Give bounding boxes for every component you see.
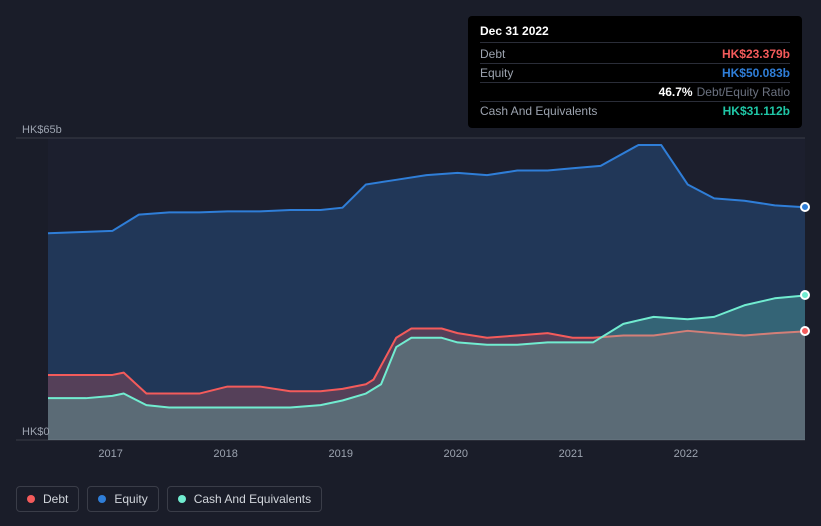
tooltip-row: Equity HK$50.083b [480, 64, 790, 83]
tooltip-date: Dec 31 2022 [480, 24, 790, 43]
legend-label: Debt [43, 492, 68, 506]
legend-dot-icon [27, 495, 35, 503]
legend-item-debt[interactable]: Debt [16, 486, 79, 512]
tooltip-row: 46.7%Debt/Equity Ratio [480, 83, 790, 102]
legend-item-equity[interactable]: Equity [87, 486, 158, 512]
series-end-dot [800, 290, 810, 300]
tooltip-row-value: 46.7%Debt/Equity Ratio [659, 85, 790, 99]
x-axis-label: 2021 [559, 448, 583, 460]
x-axis-label: 2022 [674, 448, 698, 460]
chart-legend: Debt Equity Cash And Equivalents [16, 486, 322, 512]
tooltip-row: Debt HK$23.379b [480, 45, 790, 64]
chart-tooltip: Dec 31 2022 Debt HK$23.379b Equity HK$50.08… [468, 16, 802, 128]
tooltip-row-label: Debt [480, 47, 505, 61]
financial-chart: Dec 31 2022 Debt HK$23.379b Equity HK$50.08… [0, 0, 821, 526]
tooltip-row-value: HK$50.083b [722, 66, 790, 80]
legend-label: Cash And Equivalents [194, 492, 311, 506]
series-end-dot [800, 202, 810, 212]
tooltip-row-value: HK$31.112b [723, 104, 790, 118]
legend-label: Equity [114, 492, 147, 506]
x-axis-label: 2019 [328, 448, 352, 460]
x-axis-label: 2018 [213, 448, 237, 460]
y-axis-label: HK$65b [22, 124, 62, 136]
y-axis-label: HK$0 [22, 426, 50, 438]
legend-dot-icon [98, 495, 106, 503]
tooltip-row: Cash And Equivalents HK$31.112b [480, 102, 790, 120]
tooltip-row-value: HK$23.379b [722, 47, 790, 61]
x-axis-label: 2017 [98, 448, 122, 460]
tooltip-row-label: Cash And Equivalents [480, 104, 597, 118]
tooltip-row-label: Equity [480, 66, 513, 80]
legend-item-cash-and-equivalents[interactable]: Cash And Equivalents [167, 486, 322, 512]
series-end-dot [800, 326, 810, 336]
legend-dot-icon [178, 495, 186, 503]
x-axis-label: 2020 [444, 448, 468, 460]
